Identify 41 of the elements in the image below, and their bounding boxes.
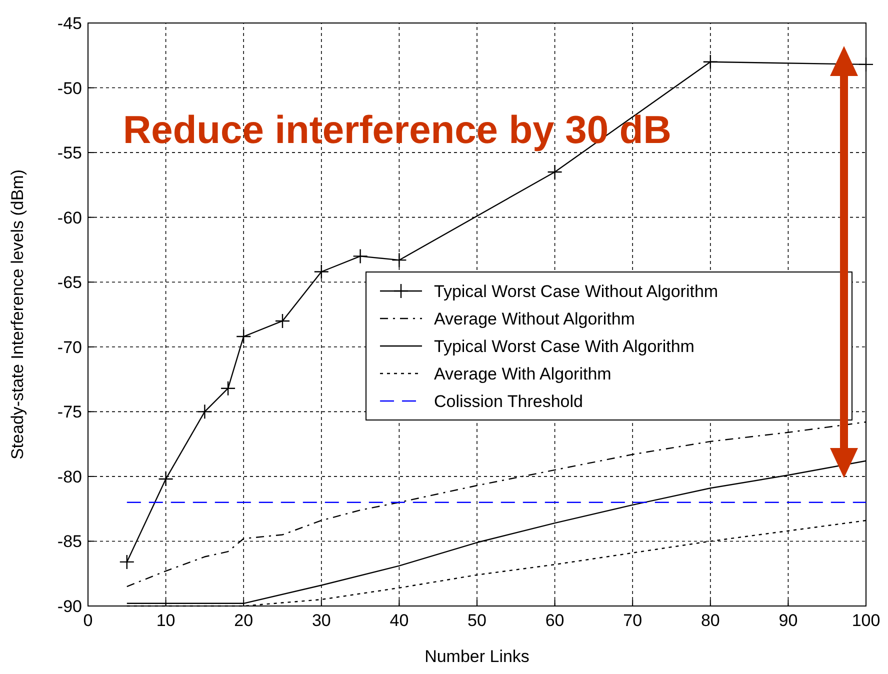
x-tick-label: 100 — [852, 611, 880, 630]
legend-label: Colission Threshold — [434, 392, 583, 411]
point — [314, 264, 329, 280]
y-tick-label: -75 — [57, 402, 82, 422]
x-tick-label: 30 — [312, 611, 331, 630]
x-tick-label: 20 — [234, 611, 254, 630]
x-tick-label: 80 — [700, 611, 720, 630]
y-tick-label: -45 — [57, 14, 82, 33]
point — [547, 164, 562, 180]
y-tick-label: -65 — [57, 273, 82, 292]
y-tick-label: -70 — [57, 338, 82, 357]
x-tick-label: 40 — [390, 611, 409, 630]
legend-label: Typical Worst Case Without Algorithm — [434, 282, 718, 301]
x-tick-label: 50 — [468, 611, 486, 630]
y-tick-label: -85 — [57, 532, 82, 552]
x-axis-title: Number Links — [424, 647, 530, 666]
point — [352, 248, 368, 264]
x-tick-label: 60 — [545, 611, 564, 630]
y-tick-label: -80 — [57, 467, 82, 486]
point — [220, 380, 236, 396]
y-axis-title: Steady-state Interference levels (dBm) — [8, 169, 27, 460]
x-tick-label: 90 — [778, 611, 798, 630]
point — [702, 54, 718, 70]
legend-label: Average With Algorithm — [434, 364, 612, 384]
y-tick-label: -60 — [57, 208, 82, 228]
y-tick-label: -90 — [57, 597, 82, 616]
y-tick-label: -55 — [57, 144, 82, 163]
x-tick-label: 10 — [156, 611, 176, 630]
legend-label: Typical Worst Case With Algorithm — [434, 337, 694, 356]
point — [158, 471, 174, 487]
x-tick-label: 0 — [83, 611, 93, 630]
point — [197, 404, 212, 420]
point — [236, 328, 252, 344]
legend-label: Average Without Algorithm — [434, 310, 635, 328]
point — [274, 313, 290, 329]
annotation: Reduce interference by 30 dB — [123, 109, 672, 152]
x-tick-label: 70 — [623, 611, 642, 630]
point — [119, 554, 134, 570]
point — [858, 56, 874, 72]
point — [392, 252, 407, 268]
y-tick-label: -50 — [57, 78, 82, 98]
